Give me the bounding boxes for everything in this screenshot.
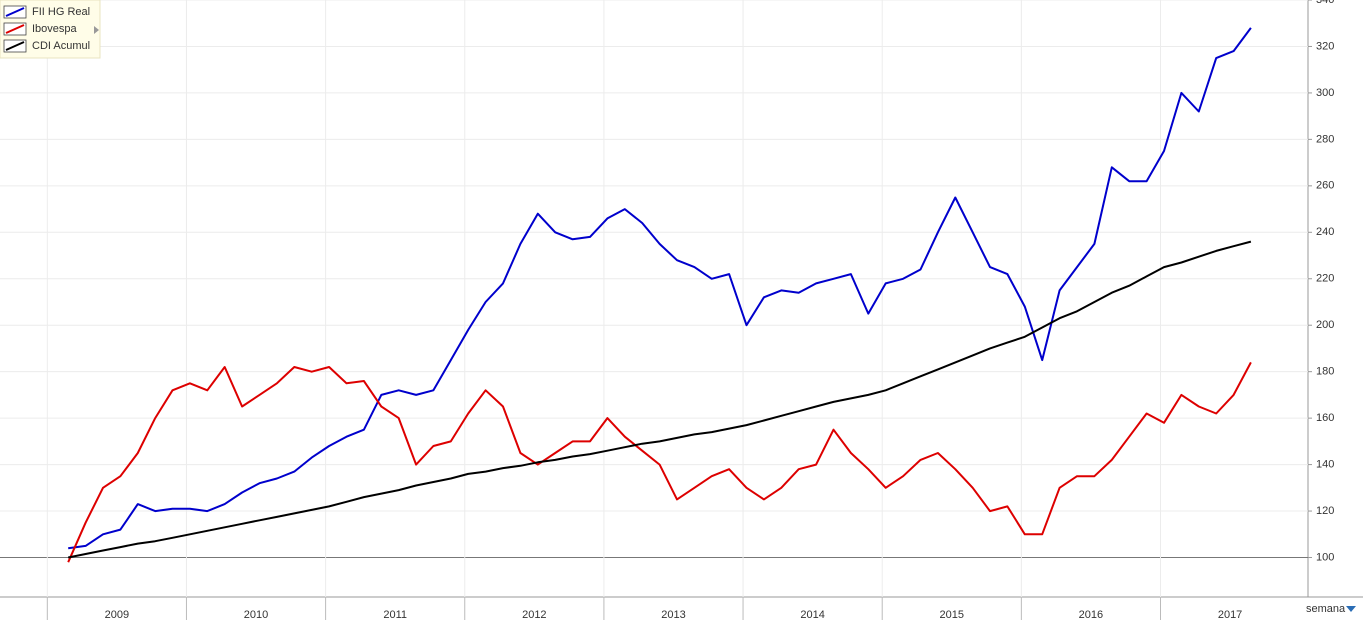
y-tick-label: 160 bbox=[1316, 412, 1334, 424]
y-tick-label: 280 bbox=[1316, 133, 1334, 145]
series-line bbox=[68, 240, 1252, 559]
series-line bbox=[68, 27, 1252, 550]
x-tick-label: 2013 bbox=[661, 609, 685, 621]
y-tick-label: 180 bbox=[1316, 366, 1334, 378]
legend-swatch bbox=[5, 7, 25, 17]
y-tick-label: 220 bbox=[1316, 273, 1334, 285]
x-tick-label: 2011 bbox=[383, 609, 407, 621]
x-tick-label: 2014 bbox=[800, 609, 824, 621]
legend-label[interactable]: Ibovespa bbox=[32, 23, 78, 35]
y-tick-label: 340 bbox=[1316, 0, 1334, 6]
legend-swatch bbox=[5, 24, 25, 34]
x-tick-label: 2015 bbox=[940, 609, 964, 621]
y-tick-label: 320 bbox=[1316, 40, 1334, 52]
y-tick-label: 120 bbox=[1316, 505, 1334, 517]
legend-swatch bbox=[5, 41, 25, 51]
dropdown-arrow[interactable] bbox=[1346, 606, 1356, 612]
x-tick-label: 2012 bbox=[522, 609, 546, 621]
x-tick-label: 2017 bbox=[1218, 609, 1242, 621]
legend-label[interactable]: CDI Acumul bbox=[32, 40, 90, 52]
plot-area bbox=[0, 0, 1308, 597]
legend-label[interactable]: FII HG Real bbox=[32, 6, 90, 18]
legend: FII HG Real Ibovespa CDI Acumul bbox=[0, 0, 101, 59]
y-tick-label: 260 bbox=[1316, 180, 1334, 192]
legend-arrow[interactable] bbox=[94, 26, 99, 34]
x-tick-label: 2009 bbox=[105, 609, 129, 621]
x-tick-label: 2010 bbox=[244, 609, 268, 621]
period-selector[interactable]: semana bbox=[1306, 603, 1346, 615]
y-tick-label: 200 bbox=[1316, 319, 1334, 331]
series-line bbox=[67, 361, 1252, 563]
y-tick-label: 300 bbox=[1316, 87, 1334, 99]
y-tick-label: 140 bbox=[1316, 458, 1334, 470]
lines bbox=[67, 27, 1252, 563]
y-tick-label: 100 bbox=[1316, 551, 1334, 563]
y-tick-label: 240 bbox=[1316, 226, 1334, 238]
x-tick-label: 2016 bbox=[1079, 609, 1103, 621]
grid bbox=[0, 0, 1312, 597]
